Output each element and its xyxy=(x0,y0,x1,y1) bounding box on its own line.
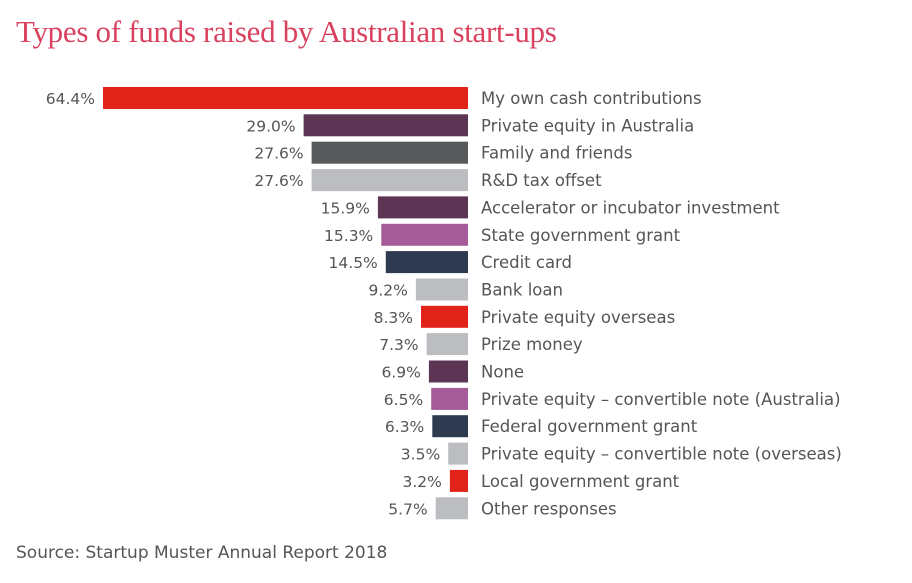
bar-row: 3.5% Private equity – convertible note (o… xyxy=(401,442,842,465)
bar xyxy=(311,141,468,164)
value-label: 14.5% xyxy=(329,254,378,272)
category-label: Bank loan xyxy=(481,281,563,300)
bar xyxy=(311,169,468,192)
bar xyxy=(432,415,468,438)
value-label: 29.0% xyxy=(246,117,295,135)
bar xyxy=(449,469,468,492)
value-label: 3.5% xyxy=(401,446,440,464)
bar-row: 9.2% Bank loan xyxy=(369,278,563,301)
bar xyxy=(428,360,468,383)
category-label: Private equity overseas xyxy=(481,308,675,327)
bar xyxy=(303,114,468,137)
bar-row: 27.6% Family and friends xyxy=(254,141,632,164)
category-label: Other responses xyxy=(481,499,617,518)
value-label: 6.5% xyxy=(384,391,423,409)
bar-row: 5.7% Other responses xyxy=(388,497,617,520)
category-label: Prize money xyxy=(481,335,583,354)
category-label: My own cash contributions xyxy=(481,89,702,108)
value-label: 7.3% xyxy=(379,336,418,354)
bar xyxy=(435,497,468,520)
category-label: None xyxy=(481,363,524,382)
category-label: Private equity in Australia xyxy=(481,116,694,135)
value-label: 27.6% xyxy=(254,172,303,190)
value-label: 6.9% xyxy=(382,364,421,382)
bar xyxy=(103,87,468,109)
value-label: 8.3% xyxy=(374,309,413,327)
bar xyxy=(421,305,468,328)
bar-row: 29.0% Private equity in Australia xyxy=(246,114,694,137)
source-note: Source: Startup Muster Annual Report 201… xyxy=(16,543,388,563)
bar xyxy=(381,223,468,246)
bar xyxy=(415,278,468,301)
category-label: Family and friends xyxy=(481,144,632,163)
bar-row: 64.4% My own cash contributions xyxy=(46,87,702,109)
bar-row: 7.3% Prize money xyxy=(379,333,583,356)
value-label: 3.2% xyxy=(403,473,442,491)
category-label: State government grant xyxy=(481,226,681,245)
bar-row: 15.9% Accelerator or incubator investment xyxy=(321,196,780,219)
bar-row: 6.3% Federal government grant xyxy=(385,415,698,438)
bar-row: 6.5% Private equity – convertible note (A… xyxy=(384,387,841,410)
bar-row: 3.2% Local government grant xyxy=(403,469,680,492)
chart-title: Types of funds raised by Australian star… xyxy=(16,14,557,49)
category-label: Federal government grant xyxy=(481,417,698,436)
category-label: Private equity – convertible note (overs… xyxy=(481,445,842,464)
bar xyxy=(426,333,468,356)
bar-row: 6.9% None xyxy=(382,360,524,383)
category-label: Private equity – convertible note (Austr… xyxy=(481,390,841,409)
value-label: 6.3% xyxy=(385,418,424,436)
category-label: R&D tax offset xyxy=(481,171,602,190)
bar-row: 14.5% Credit card xyxy=(329,251,572,274)
bar xyxy=(385,251,468,274)
bar xyxy=(377,196,468,219)
bar-row: 8.3% Private equity overseas xyxy=(374,305,675,328)
category-label: Accelerator or incubator investment xyxy=(481,198,780,217)
bar xyxy=(448,442,468,465)
bar-row: 15.3% State government grant xyxy=(324,223,681,246)
value-label: 9.2% xyxy=(369,282,408,300)
bar xyxy=(431,387,468,410)
value-label: 5.7% xyxy=(388,500,427,518)
value-label: 27.6% xyxy=(254,145,303,163)
category-label: Credit card xyxy=(481,253,572,272)
value-label: 64.4% xyxy=(46,90,95,108)
category-label: Local government grant xyxy=(481,472,680,491)
value-label: 15.9% xyxy=(321,199,370,217)
value-label: 15.3% xyxy=(324,227,373,245)
bar-row: 27.6% R&D tax offset xyxy=(254,169,602,192)
